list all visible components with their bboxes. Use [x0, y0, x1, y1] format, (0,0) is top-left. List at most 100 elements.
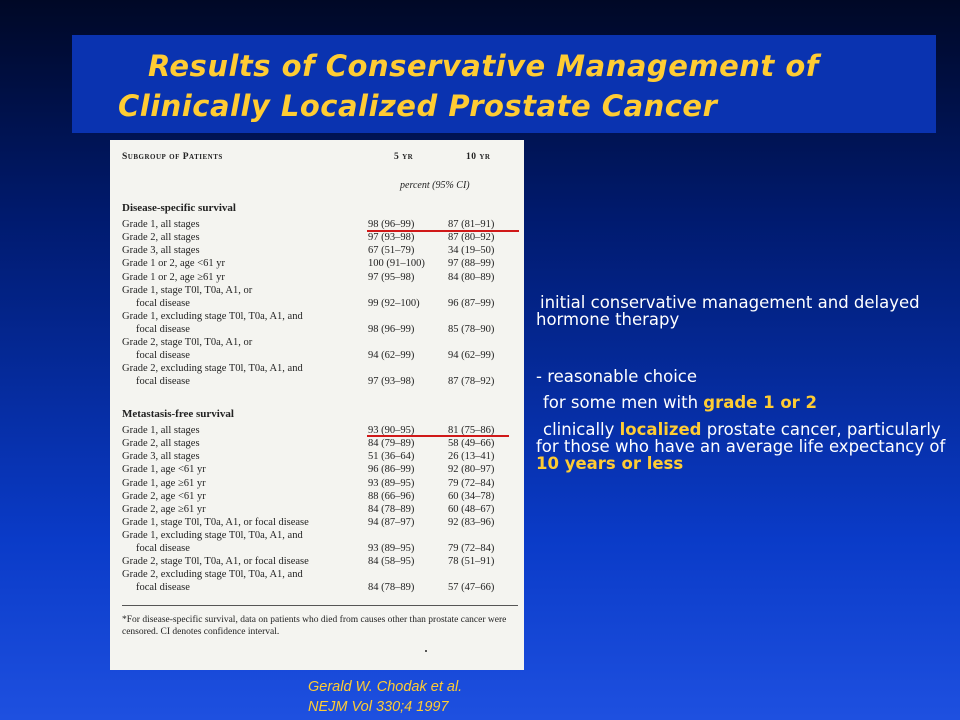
citation-authors: Gerald W. Chodak et al. — [308, 679, 463, 695]
cell-5yr: 84 (78–89) — [368, 503, 415, 515]
cell-5yr: 97 (95–98) — [368, 271, 415, 283]
cell-10yr: 57 (47–66) — [448, 582, 495, 594]
point-grade-text: for some men with — [543, 393, 704, 412]
table-row-continuation: focal disease — [110, 324, 524, 337]
citation-journal: NEJM Vol 330;4 1997 — [308, 699, 449, 715]
cell-10yr: 34 (19–50) — [448, 245, 495, 257]
table-row: Grade 1, stage T0l, T0a, A1, or 99 (92–10… — [110, 284, 524, 309]
table-row: Grade 2, all stages 84 (79–89) 58 (49–66) — [110, 438, 524, 451]
cell-10yr: 87 (80–92) — [448, 232, 495, 244]
table-row: Grade 1, excluding stage T0l, T0a, A1, a… — [110, 529, 524, 554]
row-label: Grade 1, all stages — [122, 425, 200, 437]
point-grade: for some men with grade 1 or 2 — [543, 394, 953, 411]
row-label: Grade 1, excluding stage T0l, T0a, A1, a… — [122, 529, 303, 541]
table-row: Grade 1, age <61 yr 96 (86–99) 92 (80–97) — [110, 464, 524, 477]
highlight-line-disease-specific — [367, 230, 519, 232]
point-localized-text: clinically — [543, 420, 620, 439]
row-label: Grade 2, age <61 yr — [122, 490, 206, 502]
table-row: Grade 2, stage T0l, T0a, A1, or 94 (62–99… — [110, 337, 524, 361]
row-label: Grade 1, all stages — [122, 219, 200, 231]
cell-10yr: 79 (72–84) — [448, 477, 495, 489]
point-life-expectancy-text: prostate cancer, particularly for those … — [536, 420, 946, 456]
row-label: Grade 2, excluding stage T0l, T0a, A1, a… — [122, 363, 303, 375]
cell-5yr: 93 (90–95) — [368, 425, 415, 437]
highlight-line-metastasis-free — [367, 435, 509, 437]
table-row: Grade 2, excluding stage T0l, T0a, A1, a… — [110, 363, 524, 387]
table-rule — [122, 605, 518, 606]
cell-10yr: 60 (48–67) — [448, 503, 495, 515]
cell-5yr: 100 (91–100) — [368, 258, 425, 270]
row-label-continuation: focal disease — [136, 323, 190, 335]
cell-5yr: 97 (93–98) — [368, 232, 415, 244]
header-5yr: 5 yr — [394, 152, 414, 162]
cell-10yr: 58 (49–66) — [448, 438, 495, 450]
table-row-continuation: focal disease — [110, 543, 524, 556]
grade-highlight: grade 1 or 2 — [703, 393, 818, 412]
cell-5yr: 84 (78–89) — [368, 582, 415, 594]
row-label: Grade 2, excluding stage T0l, T0a, A1, a… — [122, 569, 303, 581]
row-label: Grade 3, all stages — [122, 451, 200, 463]
table-footnote: *For disease-specific survival, data on … — [122, 615, 507, 637]
cell-5yr: 84 (58–95) — [368, 556, 415, 568]
table-row: Grade 2, all stages 97 (93–98) 87 (80–92) — [110, 232, 524, 245]
table-row: Grade 2, excluding stage T0l, T0a, A1, a… — [110, 569, 524, 593]
table-row: Grade 2, age ≥61 yr 84 (78–89) 60 (48–67) — [110, 504, 524, 517]
cell-5yr: 98 (96–99) — [368, 219, 415, 231]
table-row: Grade 2, age <61 yr 88 (66–96) 60 (34–78) — [110, 491, 524, 504]
section-title: Disease-specific survival — [122, 202, 236, 214]
row-label: Grade 3, all stages — [122, 245, 200, 257]
row-label-continuation: focal disease — [136, 297, 190, 309]
row-label: Grade 1, stage T0l, T0a, A1, or focal di… — [122, 516, 309, 528]
table-row: Grade 1, excluding stage T0l, T0a, A1, a… — [110, 310, 524, 335]
cell-5yr: 93 (89–95) — [368, 477, 415, 489]
cell-10yr: 60 (34–78) — [448, 490, 495, 502]
title-banner: Results of Conservative Management of Cl… — [72, 35, 936, 133]
point-localized: clinically localized prostate cancer, pa… — [536, 421, 946, 472]
years-highlight: 10 years or less — [536, 454, 684, 473]
survival-table: Subgroup of Patients 5 yr 10 yr percent … — [110, 140, 524, 670]
citation: Gerald W. Chodak et al. NEJM Vol 330;4 1… — [308, 677, 462, 717]
slide-title-line1: Results of Conservative Management of — [148, 49, 819, 83]
scan-dot — [425, 650, 427, 652]
cell-10yr: 78 (51–91) — [448, 556, 495, 568]
cell-5yr: 51 (36–64) — [368, 451, 415, 463]
table-row: Grade 1 or 2, age <61 yr 100 (91–100) 97 (… — [110, 258, 524, 271]
row-label-continuation: focal disease — [136, 543, 190, 554]
table-row: Grade 1 or 2, age ≥61 yr 97 (95–98) 84 (80… — [110, 272, 524, 285]
cell-10yr: 94 (62–99) — [448, 350, 495, 362]
cell-5yr: 84 (79–89) — [368, 438, 415, 450]
cell-10yr: 26 (13–41) — [448, 451, 495, 463]
cell-10yr: 85 (78–90) — [448, 323, 495, 335]
cell-10yr: 87 (81–91) — [448, 219, 495, 231]
table-row: Grade 1, stage T0l, T0a, A1, or focal di… — [110, 517, 524, 530]
cell-5yr: 96 (86–99) — [368, 464, 415, 476]
row-label-continuation: focal disease — [136, 350, 190, 362]
table-row: Grade 1, all stages 98 (96–99) 87 (81–91) — [110, 219, 524, 232]
row-label: Grade 1 or 2, age ≥61 yr — [122, 271, 225, 283]
cell-10yr: 96 (87–99) — [448, 297, 495, 309]
table-row: Grade 3, all stages 67 (51–79) 34 (19–50) — [110, 245, 524, 258]
table-row: Grade 3, all stages 51 (36–64) 26 (13–41) — [110, 451, 524, 464]
point-management: initial conservative management and dela… — [536, 293, 920, 329]
row-label-continuation: focal disease — [136, 582, 190, 594]
header-subgroup: Subgroup of Patients — [122, 152, 223, 162]
table-row-continuation: focal disease — [110, 350, 524, 363]
table-row-continuation: focal disease — [110, 298, 524, 311]
cell-10yr: 92 (80–97) — [448, 464, 495, 476]
slide-title-line2: Clinically Localized Prostate Cancer — [118, 89, 718, 123]
cell-5yr: 94 (87–97) — [368, 516, 415, 528]
table-row: Grade 1, all stages 93 (90–95) 81 (75–86) — [110, 425, 524, 438]
cell-5yr: 94 (62–99) — [368, 350, 415, 362]
cell-5yr: 88 (66–96) — [368, 490, 415, 502]
row-label: Grade 2, all stages — [122, 232, 200, 244]
cell-10yr: 92 (83–96) — [448, 516, 495, 528]
cell-10yr: 87 (78–92) — [448, 376, 495, 388]
table-row-continuation: focal disease — [110, 582, 524, 595]
row-label: Grade 2, all stages — [122, 438, 200, 450]
cell-10yr: 79 (72–84) — [448, 542, 495, 554]
cell-5yr: 99 (92–100) — [368, 297, 420, 309]
cell-5yr: 93 (89–95) — [368, 542, 415, 554]
row-label: Grade 1, excluding stage T0l, T0a, A1, a… — [122, 310, 303, 322]
cell-10yr: 84 (80–89) — [448, 271, 495, 283]
row-label: Grade 1, stage T0l, T0a, A1, or — [122, 284, 253, 296]
